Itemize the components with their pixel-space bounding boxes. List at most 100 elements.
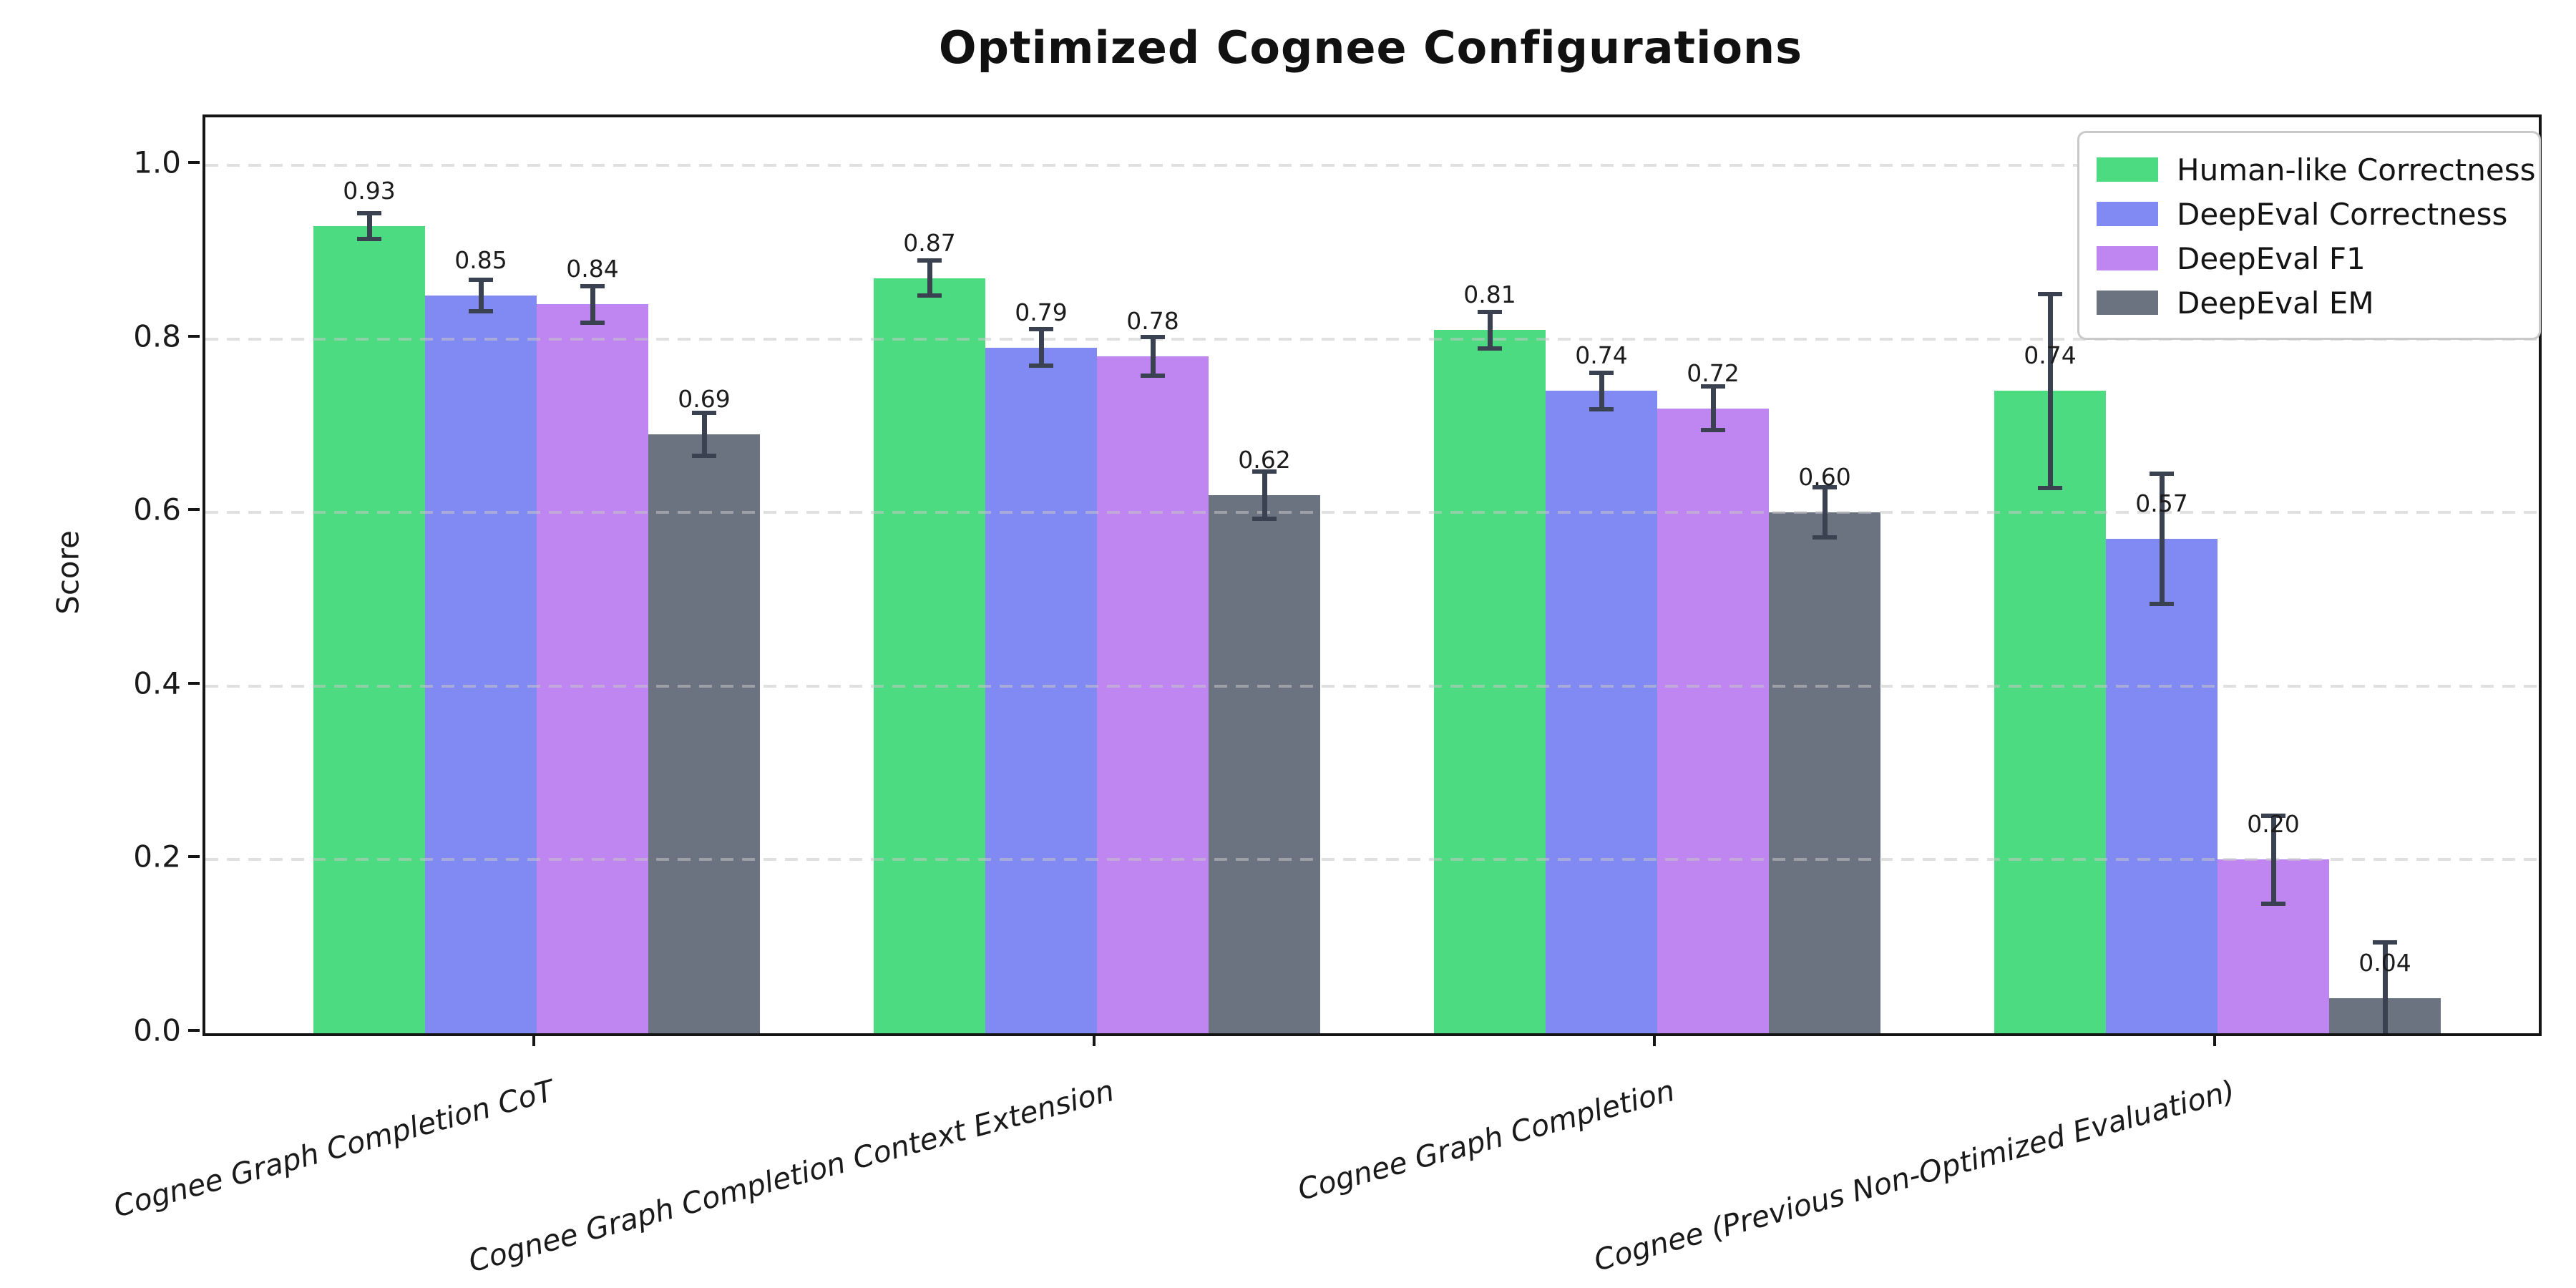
error-bar	[701, 412, 707, 457]
error-bar-cap	[1252, 516, 1277, 521]
error-bar-cap	[469, 278, 493, 283]
bar	[425, 295, 537, 1033]
bar	[874, 278, 985, 1033]
error-bar	[2382, 942, 2388, 1033]
error-bar-cap	[1589, 370, 1614, 375]
y-tick-label: 1.0	[133, 145, 181, 180]
error-bar-cap	[1029, 327, 1053, 332]
error-bar-cap	[1701, 427, 1725, 432]
error-bar-cap	[1589, 406, 1614, 411]
bar	[1209, 494, 1320, 1033]
x-tick-label: Cognee Graph Completion	[1294, 1073, 1679, 1207]
error-bar-cap	[357, 237, 381, 242]
legend-item: DeepEval F1	[2079, 236, 2539, 280]
error-bar-cap	[692, 454, 716, 459]
x-tick-label: Cognee (Previous Non-Optimized Evaluatio…	[1590, 1073, 2239, 1278]
bar	[2106, 538, 2218, 1033]
legend-item: DeepEval Correctness	[2079, 192, 2539, 236]
bar-value-label: 0.79	[1015, 298, 1068, 326]
bar-value-label: 0.62	[1238, 445, 1291, 474]
error-bar-cap	[1478, 346, 1502, 351]
x-tick-label: Cognee Graph Completion Context Extensio…	[465, 1073, 1118, 1279]
error-bar-cap	[580, 320, 605, 325]
y-tick-mark	[188, 161, 200, 164]
legend-swatch	[2097, 157, 2158, 182]
gridline	[205, 337, 2539, 341]
legend-label: DeepEval EM	[2177, 285, 2374, 321]
x-tick-mark	[1653, 1033, 1656, 1046]
bar	[1769, 512, 1880, 1033]
bar	[1546, 391, 1657, 1033]
bar-value-label: 0.84	[566, 255, 619, 283]
error-bar	[478, 280, 484, 311]
error-bar-cap	[1029, 364, 1053, 369]
y-tick-label: 0.8	[133, 318, 181, 354]
error-bar-cap	[2150, 601, 2174, 606]
error-bar	[366, 213, 372, 240]
legend-label: Human-like Correctness	[2177, 152, 2536, 187]
bar-value-label: 0.20	[2247, 810, 2300, 839]
x-tick-mark	[1093, 1033, 1096, 1046]
error-bar	[590, 286, 595, 323]
error-bar	[2159, 473, 2165, 604]
error-bar	[1822, 487, 1828, 538]
y-tick-label: 0.2	[133, 839, 181, 874]
y-axis-label: Score	[50, 530, 86, 615]
bar-value-label: 0.72	[1687, 358, 1740, 387]
bar-value-label: 0.85	[454, 245, 507, 274]
error-bar	[1150, 337, 1156, 376]
bar-value-label: 0.81	[1463, 280, 1516, 309]
bar	[985, 347, 1097, 1033]
y-tick-label: 0.0	[133, 1013, 181, 1048]
legend-item: DeepEval EM	[2079, 280, 2539, 325]
error-bar-cap	[2038, 291, 2062, 296]
y-tick-mark	[188, 508, 200, 512]
legend-label: DeepEval Correctness	[2177, 196, 2508, 232]
bar-value-label: 0.04	[2358, 949, 2411, 977]
bar-value-label: 0.78	[1126, 306, 1179, 335]
bar-value-label: 0.74	[2024, 341, 2077, 370]
bar-value-label: 0.60	[1798, 463, 1851, 492]
error-bar-cap	[2373, 940, 2397, 945]
chart-title: Optimized Cognee Configurations	[938, 21, 1803, 74]
error-bar-cap	[469, 308, 493, 313]
y-tick-mark	[188, 1029, 200, 1032]
error-bar-cap	[692, 410, 716, 415]
bar	[1657, 408, 1769, 1033]
y-tick-mark	[188, 334, 200, 338]
bar	[1097, 356, 1209, 1033]
error-bar	[1262, 472, 1267, 519]
error-bar	[1038, 329, 1044, 366]
error-bar	[1487, 311, 1493, 348]
error-bar	[927, 260, 932, 296]
error-bar-cap	[1252, 469, 1277, 474]
error-bar-cap	[1701, 384, 1725, 389]
bar-value-label: 0.87	[903, 228, 956, 257]
legend-swatch	[2097, 246, 2158, 270]
error-bar	[2047, 293, 2053, 489]
legend-label: DeepEval F1	[2177, 240, 2366, 276]
legend-swatch	[2097, 291, 2158, 315]
bar-value-label: 0.57	[2135, 489, 2188, 517]
error-bar-cap	[2150, 471, 2174, 476]
legend-item: Human-like Correctness	[2079, 147, 2539, 192]
bar	[1994, 391, 2106, 1033]
gridline	[205, 684, 2539, 688]
y-tick-label: 0.6	[133, 492, 181, 527]
error-bar-cap	[1141, 335, 1165, 340]
y-tick-mark	[188, 855, 200, 859]
x-tick-mark	[2213, 1033, 2216, 1046]
error-bar-cap	[1478, 309, 1502, 314]
error-bar-cap	[917, 258, 942, 263]
error-bar	[1710, 386, 1716, 430]
gridline	[205, 164, 2539, 167]
error-bar-cap	[2261, 813, 2285, 818]
bar-value-label: 0.74	[1575, 341, 1628, 370]
error-bar-cap	[1813, 485, 1837, 490]
error-bar-cap	[2038, 486, 2062, 491]
legend-swatch	[2097, 202, 2158, 226]
gridline	[205, 511, 2539, 514]
error-bar-cap	[580, 283, 605, 288]
x-tick-label: Cognee Graph Completion CoT	[109, 1073, 558, 1224]
